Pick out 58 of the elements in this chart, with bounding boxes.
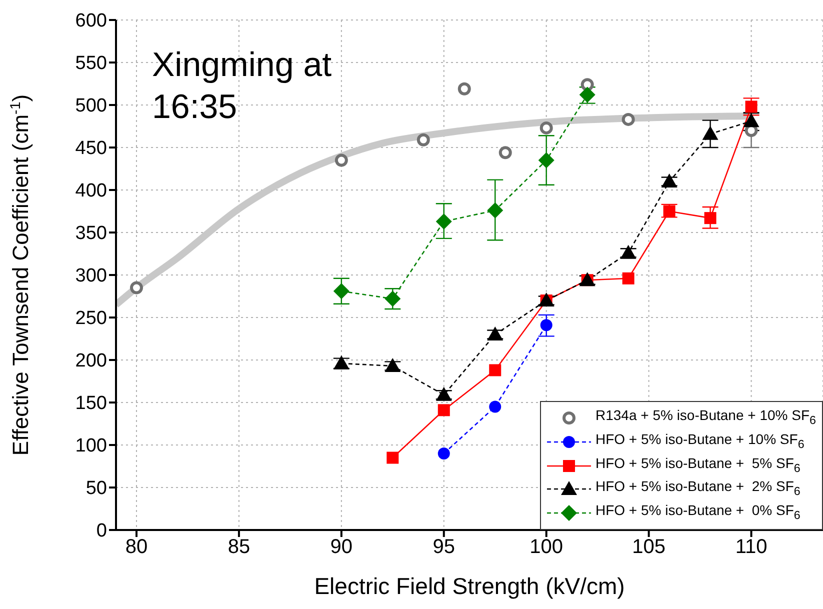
- point: [436, 213, 452, 230]
- point: [334, 154, 348, 167]
- point: [487, 326, 504, 340]
- point: [438, 404, 450, 416]
- annotation: Xingming at 16:35: [152, 45, 333, 128]
- point: [498, 146, 512, 160]
- legend-label: HFO + 5% iso-Butane + 5% SF$_{6}$: [595, 454, 800, 476]
- point: [743, 113, 760, 128]
- x-tick-label: 85: [228, 536, 250, 558]
- legend-label: HFO + 5% iso-Butane + 10% SF$_{6}$: [595, 430, 804, 453]
- y-tick-label: 100: [75, 436, 107, 457]
- y-tick-label: 500: [75, 96, 107, 117]
- point: [489, 400, 502, 413]
- legend-label: HFO + 5% iso-Butane + 0% SF$_{6}$: [595, 501, 800, 524]
- y-tick-label: 550: [75, 53, 107, 74]
- point: [745, 100, 758, 113]
- point: [436, 386, 452, 401]
- x-tick-label: 90: [330, 536, 353, 558]
- point: [661, 174, 678, 188]
- point: [702, 126, 718, 140]
- point: [663, 205, 676, 218]
- point: [540, 319, 552, 332]
- point: [384, 358, 401, 372]
- point: [622, 272, 634, 284]
- x-axis-title: Electric Field Strength (kV/cm): [314, 573, 625, 599]
- point: [580, 78, 594, 92]
- y-tick-label: 350: [75, 223, 107, 244]
- x-tick-label: 110: [735, 536, 768, 558]
- y-tick-label: 450: [75, 138, 107, 160]
- point: [130, 281, 143, 294]
- point: [333, 283, 350, 300]
- point: [704, 212, 716, 224]
- y-tick-label: 200: [75, 350, 107, 372]
- x-tick-label: 80: [125, 536, 148, 558]
- y-tick-label: 150: [75, 393, 107, 414]
- point: [620, 244, 636, 259]
- point: [622, 112, 635, 126]
- point: [538, 152, 554, 168]
- point: [540, 121, 553, 134]
- legend-label: HFO + 5% iso-Butane + 2% SF$_{6}$: [595, 477, 800, 500]
- x-tick-label: 100: [530, 536, 564, 558]
- x-tick-label: 95: [432, 536, 456, 558]
- legend-label: R134a + 5% iso-Butane + 10% SF$_{6}$: [595, 406, 816, 429]
- point: [386, 452, 399, 464]
- y-tick-label: 250: [75, 308, 107, 330]
- point: [384, 290, 401, 307]
- y-tick-label: 50: [86, 478, 107, 500]
- x-tick-label: 105: [632, 536, 666, 558]
- point: [438, 448, 450, 460]
- point: [458, 82, 471, 96]
- y-tick-label: 300: [75, 266, 107, 287]
- y-tick-label: 600: [75, 10, 107, 32]
- point: [487, 202, 504, 218]
- y-tick-label: 0: [96, 520, 107, 542]
- point: [489, 364, 502, 376]
- point: [333, 355, 350, 370]
- y-tick-label: 400: [75, 180, 107, 202]
- point: [416, 133, 430, 146]
